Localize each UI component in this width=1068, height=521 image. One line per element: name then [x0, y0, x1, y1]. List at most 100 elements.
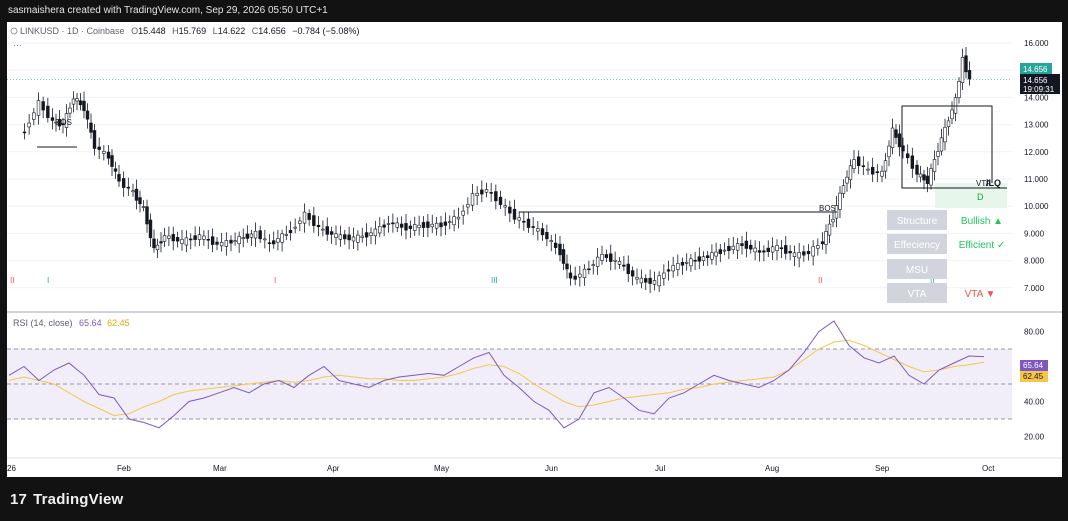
candle-body	[957, 81, 961, 98]
bos-label-2: BOS	[819, 204, 836, 213]
rsi-value: 65.64	[79, 318, 102, 328]
candle-body	[578, 273, 582, 278]
candle-body	[276, 238, 280, 243]
candle-body	[321, 228, 325, 231]
candle-body	[312, 215, 316, 226]
candle-body	[184, 237, 189, 246]
candle-body	[92, 130, 97, 149]
candle-body	[134, 188, 139, 201]
candle-body	[237, 236, 241, 245]
tradingview-logo[interactable]: 17 TradingView	[10, 491, 123, 508]
candle-body	[78, 100, 83, 106]
candle-body	[167, 235, 171, 239]
candle-body	[351, 236, 356, 242]
credit-text: sasmaishera created with TradingView.com…	[8, 5, 328, 16]
candle-body	[475, 192, 479, 197]
candle-body	[731, 245, 735, 250]
candle-body	[861, 165, 866, 168]
candle-body	[22, 131, 27, 134]
candle-body	[329, 231, 334, 235]
ohlc-header: LINKUSD · 1D · Coinbase O15.448 H15.769 …	[10, 26, 359, 50]
candle-body	[395, 222, 399, 228]
candle-body	[718, 249, 723, 254]
rsi-tick-label: 80.00	[1024, 328, 1045, 337]
candle-body	[838, 192, 842, 210]
candle-body	[325, 226, 329, 235]
candle-body	[626, 263, 630, 275]
candle-body	[175, 237, 180, 242]
candle-body	[820, 241, 825, 245]
candle-body	[249, 233, 254, 238]
candle-body	[811, 246, 815, 257]
candle-body	[434, 222, 439, 229]
candle-body	[148, 219, 153, 239]
candle-body	[953, 97, 958, 114]
candle-body	[219, 242, 224, 247]
time-tick-label: Oct	[982, 464, 995, 473]
rsi-pane	[7, 320, 1012, 429]
candle-body	[573, 275, 577, 280]
candle-body	[57, 118, 62, 127]
time-axis[interactable]: 26 Feb Mar Apr May Jun Jul Aug Sep Oct	[7, 464, 995, 473]
candle-body	[894, 129, 898, 138]
table-row-vta-label: VTA	[908, 289, 927, 300]
candle-body	[241, 237, 245, 239]
price-tick-label: 8.000	[1024, 257, 1045, 266]
countdown-price-text: 14.656	[1023, 76, 1048, 85]
candle-body	[831, 219, 835, 223]
open-label: O	[131, 26, 138, 36]
candle-body	[180, 238, 184, 244]
candle-body	[697, 256, 702, 262]
open-value: 15.448	[138, 26, 166, 36]
candle-body	[617, 260, 622, 265]
candle-body	[918, 173, 923, 178]
candle-body	[110, 155, 114, 167]
candle-body	[480, 189, 484, 195]
candle-body	[788, 250, 792, 254]
candle-body	[439, 222, 443, 228]
candle-body	[64, 113, 69, 128]
candle-body	[568, 272, 573, 279]
candle-body	[293, 226, 297, 229]
status-table: Structure Bullish ▲ Effeciency Efficient…	[887, 210, 1005, 303]
table-row-structure-value: Bullish ▲	[961, 216, 1003, 227]
marker-3: I	[274, 276, 276, 285]
price-tick-label: 14.000	[1024, 93, 1049, 102]
marker-5: II	[818, 276, 822, 285]
candle-body	[775, 245, 779, 252]
candle-body	[558, 243, 562, 256]
candle-body	[936, 151, 940, 157]
candle-body	[503, 205, 507, 208]
candle-body	[526, 218, 531, 228]
candle-body	[347, 234, 351, 241]
marker-4: III	[491, 276, 498, 285]
ellipsis-icon[interactable]: ···	[13, 40, 22, 50]
chart-frame[interactable]: BOS BOS VTA ILQ D II I I III II II Struc…	[7, 22, 1062, 477]
candle-body	[334, 233, 338, 238]
time-tick-label: May	[434, 464, 449, 473]
chart-canvas[interactable]: BOS BOS VTA ILQ D II I I III II II Struc…	[7, 22, 1062, 477]
candle-body	[50, 117, 55, 121]
candle-body	[870, 166, 875, 175]
candle-body	[866, 168, 870, 171]
candle-body	[757, 250, 762, 253]
candle-body	[155, 244, 160, 251]
candle-body	[27, 122, 31, 128]
candle-body	[489, 192, 493, 194]
candle-body	[929, 168, 933, 186]
symbol-icon	[10, 27, 18, 35]
candle-body	[263, 238, 267, 241]
candle-body	[701, 256, 706, 262]
candle-body	[46, 105, 50, 118]
candle-body	[714, 251, 718, 257]
candle-body	[648, 277, 652, 284]
candle-body	[766, 247, 770, 253]
low-value: 14.622	[218, 26, 246, 36]
candle-body	[417, 224, 421, 229]
table-row-efficiency-label-bg	[887, 234, 947, 254]
candle-body	[413, 224, 417, 231]
candle-body	[307, 213, 311, 220]
candle-body	[710, 252, 714, 260]
candle-body	[233, 240, 237, 242]
candle-body	[561, 249, 566, 264]
